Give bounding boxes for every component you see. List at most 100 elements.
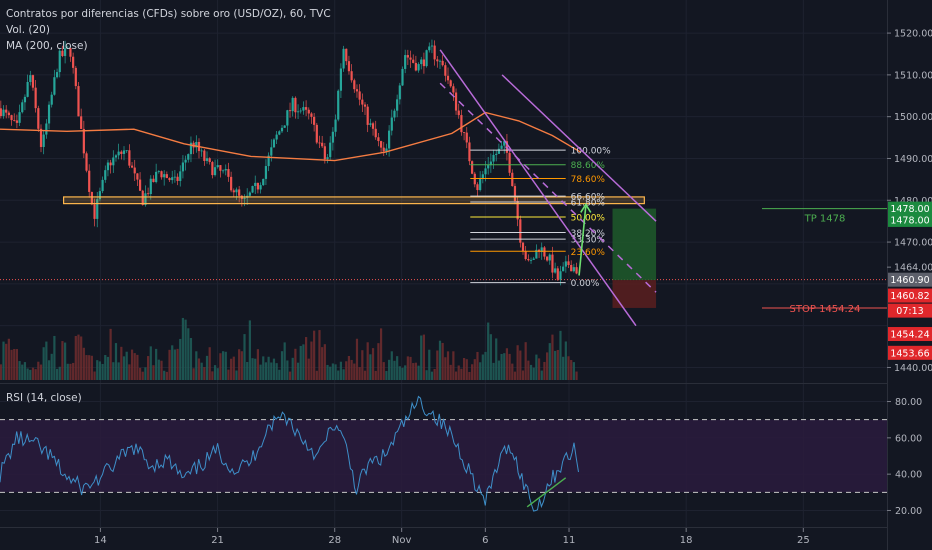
volume-bar [283,342,286,380]
volume-bar [339,361,343,380]
ma-indicator-label[interactable]: MA (200, close) [6,40,88,52]
volume-bar [88,355,91,380]
volume-bar [329,366,332,380]
volume-bar [398,366,401,380]
volume-bar [551,334,554,380]
tp-label: TP 1478 [804,214,846,225]
candle [366,106,369,125]
support-zone [62,196,645,205]
volume-bar [497,360,500,380]
volume-bar [264,362,268,380]
candle [385,148,388,152]
volume-bar [454,371,458,380]
price-marker-label: 1478.00 [890,204,929,215]
volume-bar [77,334,80,380]
volume-bar [396,356,399,380]
drawings[interactable]: TP 1478 STOP 1454.24 100.00% 88.60% 78.60% 66… [0,49,887,327]
symbol-title[interactable]: Contratos por diferencias (CFDs) sobre o… [6,8,331,20]
volume-bar [122,356,126,380]
volume-bar [291,357,294,380]
volume-bar [205,355,209,380]
candle [363,104,367,107]
candle [112,157,115,166]
candle [379,141,383,148]
candle [47,104,51,124]
rsi-indicator-label[interactable]: RSI (14, close) [6,392,82,404]
price-tick-label: 1500.00 [894,112,932,123]
volume-bar [562,356,565,380]
candle [374,128,377,138]
candle [299,110,302,112]
volume-bar [157,359,160,380]
rsi-band [0,419,887,493]
volume-bar [385,371,388,380]
candle [147,193,150,195]
volume-bar [189,338,193,380]
candle [481,174,484,179]
candle [350,71,353,81]
volume-bar [230,358,233,380]
candle [291,97,294,112]
fib-level-label: 38.20% [571,229,606,239]
candle [26,81,29,97]
candle [548,254,551,261]
volume-bar [412,363,415,380]
volume-bar [42,347,45,380]
volume-bar [213,365,217,380]
volume-bar [267,356,270,380]
volume-bar [155,348,158,380]
volume-bar [5,343,8,380]
volume-bar [101,363,104,380]
candle [5,109,8,113]
candle [454,92,458,111]
volume-bar [114,343,118,380]
candle [61,50,64,56]
volume-bar [390,351,393,380]
fib-level-label: 0.00% [571,279,600,289]
candle [412,59,415,63]
volume-bar [543,361,546,380]
volume-bar [401,367,404,380]
candle [251,186,254,193]
volume-bar [176,348,179,380]
candle [152,178,155,183]
volume-bar [168,349,171,380]
candle [141,190,144,206]
volume-bar [521,370,525,380]
candle [280,127,284,132]
candle [21,102,24,113]
candle [425,50,428,67]
candle [101,179,104,192]
volume-bar [527,360,530,380]
volume-bar [208,347,211,380]
volume-bar [246,361,249,380]
volume-bar [430,371,434,380]
volume-bar [232,356,235,380]
price-marker-label: 1478.00 [890,215,929,226]
candle [64,48,67,56]
volume-bar [112,362,115,380]
volume-bar [125,351,128,380]
time-axis[interactable]: 14 21 28 Nov 6 11 18 25 [94,528,810,546]
candle [487,165,490,169]
channel-line [439,49,637,327]
candle [189,142,193,155]
volume-bar [540,370,543,380]
candle [513,186,517,202]
volume-bar [371,348,375,380]
volume-bar [173,349,176,380]
price-tick-label: 1520.00 [894,29,932,40]
volume-bar [545,352,549,380]
price-axis[interactable]: 1520.00 1510.00 1500.00 1490.00 1480.00 1470.… [887,0,932,550]
candle [248,192,251,196]
candle [540,247,543,252]
volume-bar [53,335,56,380]
volume-bar [219,353,222,380]
volume-bar [382,362,385,380]
volume-bar [248,320,251,380]
volume-bar [318,330,321,380]
candle [492,154,495,162]
volume-indicator-label[interactable]: Vol. (20) [6,24,50,36]
volume-bar [152,365,155,380]
